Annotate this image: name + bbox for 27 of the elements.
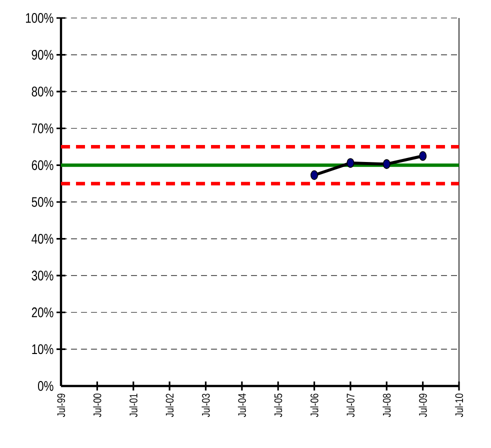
y-tick-label: 30% [32, 270, 54, 281]
y-tick-label: 60% [32, 160, 54, 170]
x-tick-label: Jul-05 [274, 394, 282, 418]
y-tick-label: 50% [32, 197, 54, 207]
x-tick-label: Jul-08 [382, 394, 391, 418]
x-tick-label: Jul-06 [310, 394, 318, 418]
x-tick-label: Jul-01 [129, 394, 138, 418]
y-tick-label: 40% [32, 234, 54, 244]
point [419, 151, 427, 161]
y-tick-label: 0% [38, 381, 54, 391]
x-tick-label: Jul-02 [166, 394, 174, 418]
y-tick-label: 90% [32, 50, 54, 60]
point [382, 159, 390, 169]
y-tick-label: 70% [32, 123, 54, 134]
point [346, 158, 354, 168]
point [310, 170, 318, 180]
x-tick-label: Jul-09 [418, 394, 427, 418]
y-tick-label: 10% [32, 344, 54, 354]
y-tick-label: 80% [32, 86, 54, 97]
x-tick-label: Jul-03 [202, 394, 210, 418]
x-tick-label: Jul-00 [93, 394, 102, 418]
y-tick-label: 20% [32, 307, 54, 318]
x-tick-label: Jul-10 [454, 394, 464, 418]
x-tick-label: Jul-99 [56, 394, 66, 418]
x-tick-label: Jul-07 [346, 394, 354, 418]
y-tick-label: 100% [26, 13, 54, 23]
x-tick-label: Jul-04 [238, 394, 246, 418]
